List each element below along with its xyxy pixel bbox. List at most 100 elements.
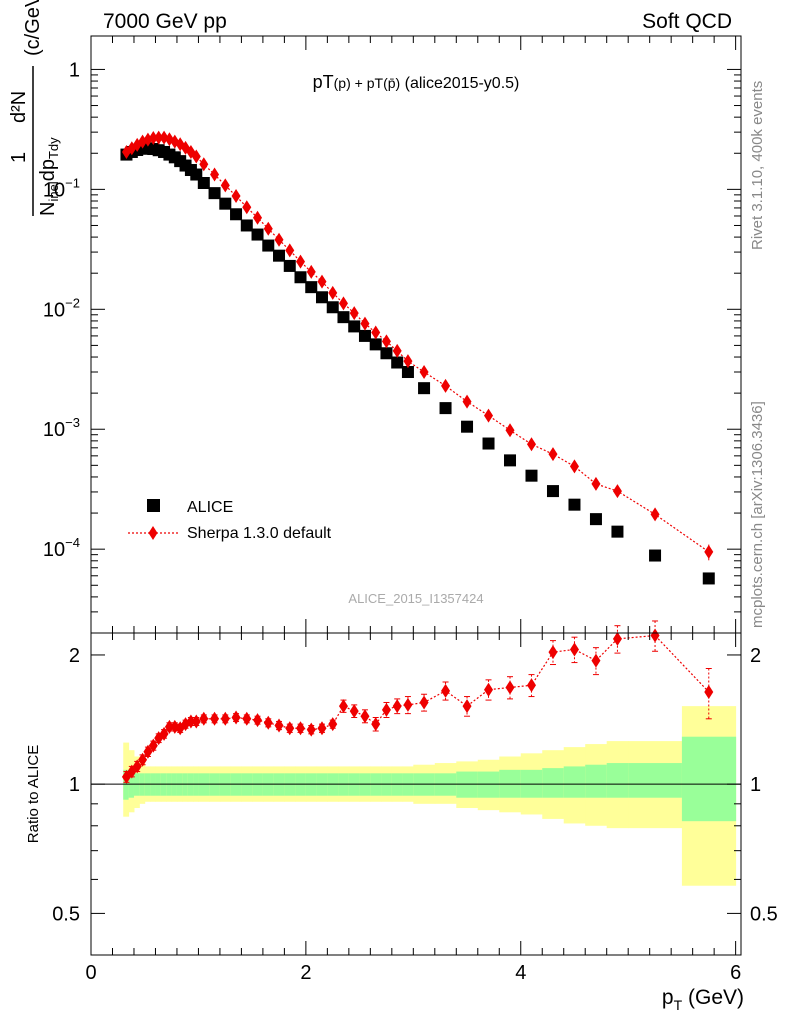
ratio-sherpa-point xyxy=(462,699,472,714)
ratio-sherpa-point xyxy=(704,684,714,699)
legend-marker-alice xyxy=(147,499,160,512)
sherpa-point xyxy=(484,408,494,423)
y-tick-label: 1 xyxy=(69,59,80,81)
sherpa-point xyxy=(296,254,306,269)
x-axis-label-sub: T xyxy=(674,997,683,1013)
ylabel-den-tdy: Tdy xyxy=(46,137,61,159)
title-pt-1: pT xyxy=(313,72,334,92)
sherpa-point xyxy=(199,157,209,172)
y-tick-exponent: −1 xyxy=(65,175,80,190)
main-y-axis-label: 1 d²N NineldpTdy (c/GeV) xyxy=(8,0,61,216)
alice-point xyxy=(315,291,328,304)
sherpa-point xyxy=(274,232,284,247)
sherpa-point xyxy=(591,476,601,491)
y-tick-mantissa: 1 xyxy=(69,59,80,81)
ylabel-unit: (c/GeV) xyxy=(22,0,44,56)
y-tick-label: 10−4 xyxy=(43,535,80,561)
ratio-sherpa-point xyxy=(650,628,660,643)
ratio-sherpa-point xyxy=(505,680,515,695)
ratio-y-tick-label-left: 0.5 xyxy=(52,903,80,925)
y-tick-exponent: −3 xyxy=(65,415,80,430)
ratio-sherpa-point xyxy=(191,714,201,729)
title-sub-1: (p) xyxy=(334,75,351,91)
ylabel-den-n: N xyxy=(37,202,59,216)
ylabel-num-dn: d²N xyxy=(8,91,30,123)
legend-label-alice: ALICE xyxy=(187,499,233,516)
ratio-sherpa-point xyxy=(371,717,381,732)
ratio-y-tick-label-left: 2 xyxy=(69,645,80,667)
alice-point xyxy=(380,347,393,360)
alice-point xyxy=(589,513,602,526)
ratio-sherpa-point xyxy=(349,704,359,719)
sherpa-point xyxy=(548,447,558,462)
ratio-sherpa-point xyxy=(210,711,220,726)
sherpa-line xyxy=(126,137,710,553)
ratio-sherpa-point xyxy=(138,752,148,767)
sherpa-point xyxy=(285,243,295,258)
legend-marker-sherpa xyxy=(148,526,158,540)
ratio-series-layer xyxy=(121,620,714,784)
alice-point xyxy=(418,382,431,395)
process-label: Soft QCD xyxy=(642,10,732,33)
ratio-y-tick-label-right: 1 xyxy=(750,774,761,796)
ratio-sherpa-point xyxy=(164,719,174,734)
alice-point xyxy=(219,197,232,210)
alice-point xyxy=(262,239,275,252)
analysis-watermark: ALICE_2015_I1357424 xyxy=(348,591,483,606)
ylabel-den-dp: dp xyxy=(37,159,59,181)
main-plot-frame xyxy=(90,35,742,634)
mcplots-label: mcplots.cern.ch [arXiv:1306.3436] xyxy=(749,401,766,628)
sherpa-point xyxy=(328,285,338,300)
ratio-y-axis-label: Ratio to ALICE xyxy=(25,745,42,843)
sherpa-point xyxy=(371,325,381,340)
sherpa-point xyxy=(191,149,201,164)
ratio-sherpa-point xyxy=(253,713,263,728)
sherpa-point xyxy=(338,296,348,311)
sherpa-point xyxy=(306,264,316,279)
y-tick-exponent: −2 xyxy=(65,295,80,310)
alice-point xyxy=(326,301,339,314)
alice-point xyxy=(461,420,474,433)
alice-point xyxy=(401,366,414,379)
ratio-sherpa-point xyxy=(132,759,142,774)
x-tick-labels: 0 2 4 6 xyxy=(85,962,741,984)
ratio-sherpa-point xyxy=(392,699,402,714)
ratio-y-tick-label-right: 2 xyxy=(750,645,761,667)
alice-point xyxy=(702,572,715,585)
alice-point xyxy=(611,525,624,538)
sherpa-point xyxy=(242,200,252,215)
ratio-sherpa-point xyxy=(569,642,579,657)
ratio-sherpa-point xyxy=(548,645,558,660)
sherpa-point xyxy=(220,178,230,193)
ratio-sherpa-point xyxy=(159,726,169,741)
alice-point xyxy=(482,437,495,450)
ratio-sherpa-point xyxy=(186,714,196,729)
ratio-band-inner xyxy=(123,769,130,800)
ratio-sherpa-point xyxy=(381,702,391,717)
alice-point xyxy=(230,208,243,221)
main-series-layer xyxy=(120,130,715,585)
sherpa-point xyxy=(148,131,158,146)
ratio-sherpa-point xyxy=(484,682,494,697)
main-y-tick-labels: 110−110−210−310−4 xyxy=(43,59,80,561)
ratio-sherpa-point xyxy=(526,678,536,693)
sherpa-point xyxy=(704,544,714,559)
y-tick-mantissa: 10 xyxy=(43,539,65,561)
sherpa-point xyxy=(360,316,370,331)
ylabel-num-one: 1 xyxy=(8,152,30,163)
ratio-band-inner xyxy=(628,763,683,798)
y-tick-label: 10−3 xyxy=(43,415,80,441)
x-tick-label: 0 xyxy=(85,962,96,984)
ratio-plot-panel: 2 2 1 1 0.5 0.5 0 2 4 6 Ratio to ALICE pT (GeV) xyxy=(25,620,778,1013)
sherpa-point xyxy=(441,378,451,393)
alice-point xyxy=(348,320,361,333)
ratio-sherpa-point xyxy=(263,715,273,730)
ratio-sherpa-point xyxy=(419,695,429,710)
sherpa-point xyxy=(419,365,429,380)
alice-point xyxy=(358,329,371,342)
alice-point xyxy=(391,356,404,369)
ratio-uncertainty-bands xyxy=(123,706,737,886)
ratio-sherpa-point xyxy=(296,721,306,736)
x-tick-label: 6 xyxy=(730,962,741,984)
